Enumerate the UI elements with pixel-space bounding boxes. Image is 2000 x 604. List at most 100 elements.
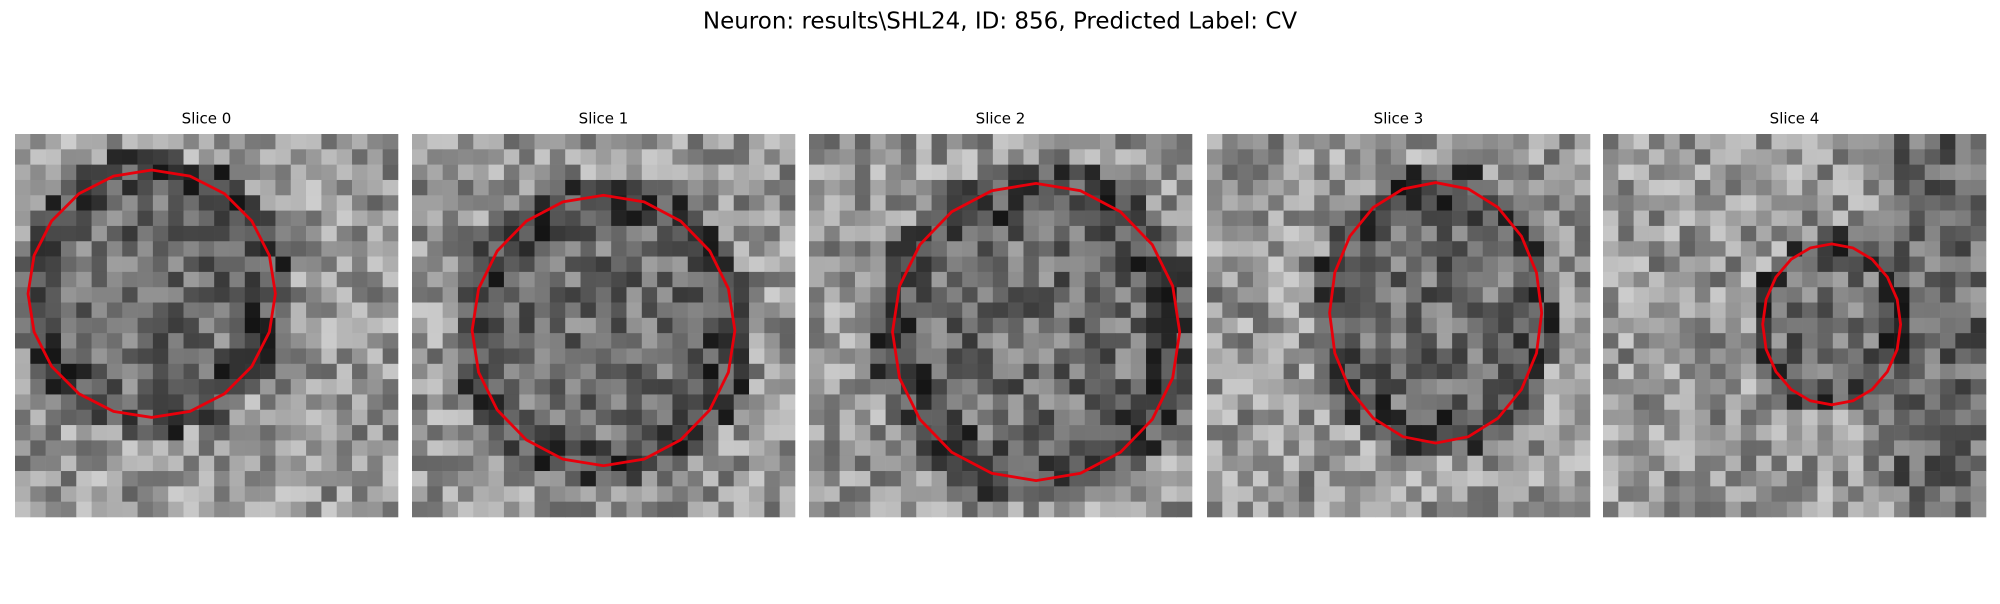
pixel (76, 333, 92, 349)
pixel (45, 179, 62, 196)
pixel (45, 501, 62, 518)
pixel (122, 501, 138, 518)
pixel (534, 134, 551, 150)
pixel (992, 256, 1009, 273)
pixel (106, 379, 123, 395)
pixel (779, 302, 796, 319)
pixel (336, 179, 353, 196)
pixel (91, 149, 108, 165)
pixel (1924, 455, 1941, 472)
pixel (1878, 333, 1895, 349)
pixel (534, 333, 551, 349)
pixel (1436, 379, 1453, 395)
pixel (611, 425, 627, 441)
pixel (457, 486, 474, 502)
pixel (824, 333, 840, 349)
pixel (214, 363, 230, 380)
pixel (641, 271, 658, 288)
pixel (1924, 210, 1941, 227)
pixel (1648, 409, 1665, 426)
pixel (1559, 149, 1575, 165)
pixel (1544, 440, 1560, 457)
pixel (672, 179, 689, 196)
pixel (1909, 440, 1926, 457)
pixel (382, 225, 399, 242)
pixel (1725, 317, 1742, 334)
pixel (15, 363, 31, 380)
pixel (473, 486, 489, 502)
pixel (1421, 455, 1438, 472)
pixel (672, 333, 689, 349)
pixel (442, 363, 459, 380)
pixel (275, 225, 292, 242)
pixel (1360, 271, 1376, 288)
pixel (1894, 394, 1910, 411)
pixel (427, 333, 443, 349)
pixel (1498, 409, 1514, 426)
pixel (1955, 256, 1971, 273)
pixel (962, 179, 978, 196)
pixel (1740, 409, 1757, 426)
pixel (824, 256, 840, 273)
pixel (1390, 501, 1407, 518)
pixel (580, 425, 597, 441)
pixel (1176, 287, 1193, 303)
pixel (15, 179, 31, 196)
pixel (977, 271, 994, 288)
pixel (764, 333, 780, 349)
pixel (457, 409, 474, 426)
pixel (60, 287, 77, 303)
pixel (1603, 486, 1619, 502)
pixel (992, 317, 1009, 334)
pixel (1574, 179, 1591, 196)
pixel (427, 134, 443, 150)
pixel (1603, 287, 1619, 303)
pixel (595, 317, 612, 334)
pixel (1559, 302, 1575, 319)
pixel (595, 134, 612, 150)
pixel (367, 394, 383, 411)
pixel (1222, 440, 1238, 457)
pixel (641, 363, 658, 380)
pixel (1298, 363, 1315, 380)
pixel (382, 348, 399, 365)
pixel (1863, 394, 1880, 411)
pixel (1940, 363, 1956, 380)
pixel (1390, 379, 1407, 395)
pixel (900, 225, 917, 242)
pixel (1130, 363, 1147, 380)
pixel (1679, 501, 1696, 518)
pixel (565, 256, 581, 273)
pixel (1513, 363, 1530, 380)
pixel (534, 164, 551, 181)
pixel (1618, 455, 1634, 472)
pixel (672, 241, 689, 257)
pixel (290, 471, 307, 487)
pixel (809, 363, 825, 380)
pixel (1054, 455, 1070, 472)
pixel (503, 425, 520, 441)
pixel (168, 486, 184, 502)
pixel (718, 501, 735, 518)
pixel (1528, 287, 1545, 303)
pixel (60, 302, 77, 319)
pixel (1940, 241, 1956, 257)
pixel (1878, 501, 1895, 518)
pixel (30, 471, 46, 487)
pixel (992, 195, 1009, 211)
pixel (718, 287, 735, 303)
pixel (214, 225, 230, 242)
pixel (1237, 302, 1254, 319)
pixel (1648, 149, 1665, 165)
pixel (244, 409, 261, 426)
pixel (1863, 241, 1880, 257)
pixel (229, 486, 246, 502)
pixel (336, 256, 353, 273)
pixel (1863, 195, 1880, 211)
pixel (306, 486, 322, 502)
pixel (1146, 486, 1162, 502)
pixel (946, 149, 963, 165)
pixel (168, 455, 184, 472)
pixel (76, 302, 92, 319)
pixel (488, 241, 505, 257)
